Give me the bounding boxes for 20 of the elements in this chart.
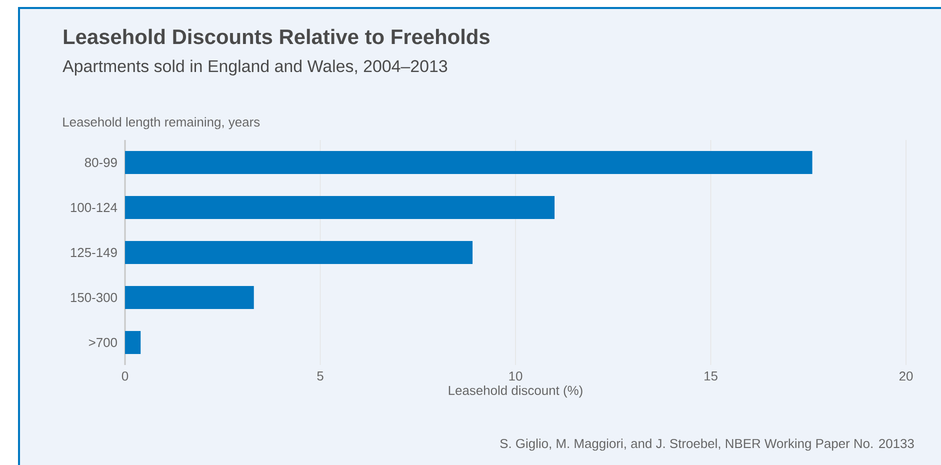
y-tick-label: 80-99 <box>84 158 117 168</box>
x-axis-title: Leasehold discount (%) <box>448 386 582 398</box>
chart-subtitle: Apartments sold in England and Wales, 2004–2013 <box>62 60 448 76</box>
bar <box>125 330 141 354</box>
x-tick-label: 15 <box>704 372 718 381</box>
bar <box>125 196 555 219</box>
x-tick-label: 5 <box>317 372 324 381</box>
x-tick-label: 0 <box>122 372 128 381</box>
text: S. Giglio, M. Maggiori, and J. Stroebel, NBER Working Paper No. 20133 <box>500 438 914 451</box>
y-axis-title: Leasehold length remaining, years <box>63 117 260 130</box>
y-tick-label: 100-124 <box>70 202 118 212</box>
x-tick-label: 10 <box>509 372 522 381</box>
y-tick-label: >700 <box>88 338 117 348</box>
bar <box>125 150 812 174</box>
x-tick-label: 20 <box>899 372 913 381</box>
y-tick-label: 150-300 <box>70 292 117 302</box>
y-tick-label: 125-149 <box>70 248 117 258</box>
chart-title: Leasehold Discounts Relative to Freeholds <box>64 28 490 44</box>
bar <box>125 240 473 264</box>
bar <box>125 286 254 309</box>
